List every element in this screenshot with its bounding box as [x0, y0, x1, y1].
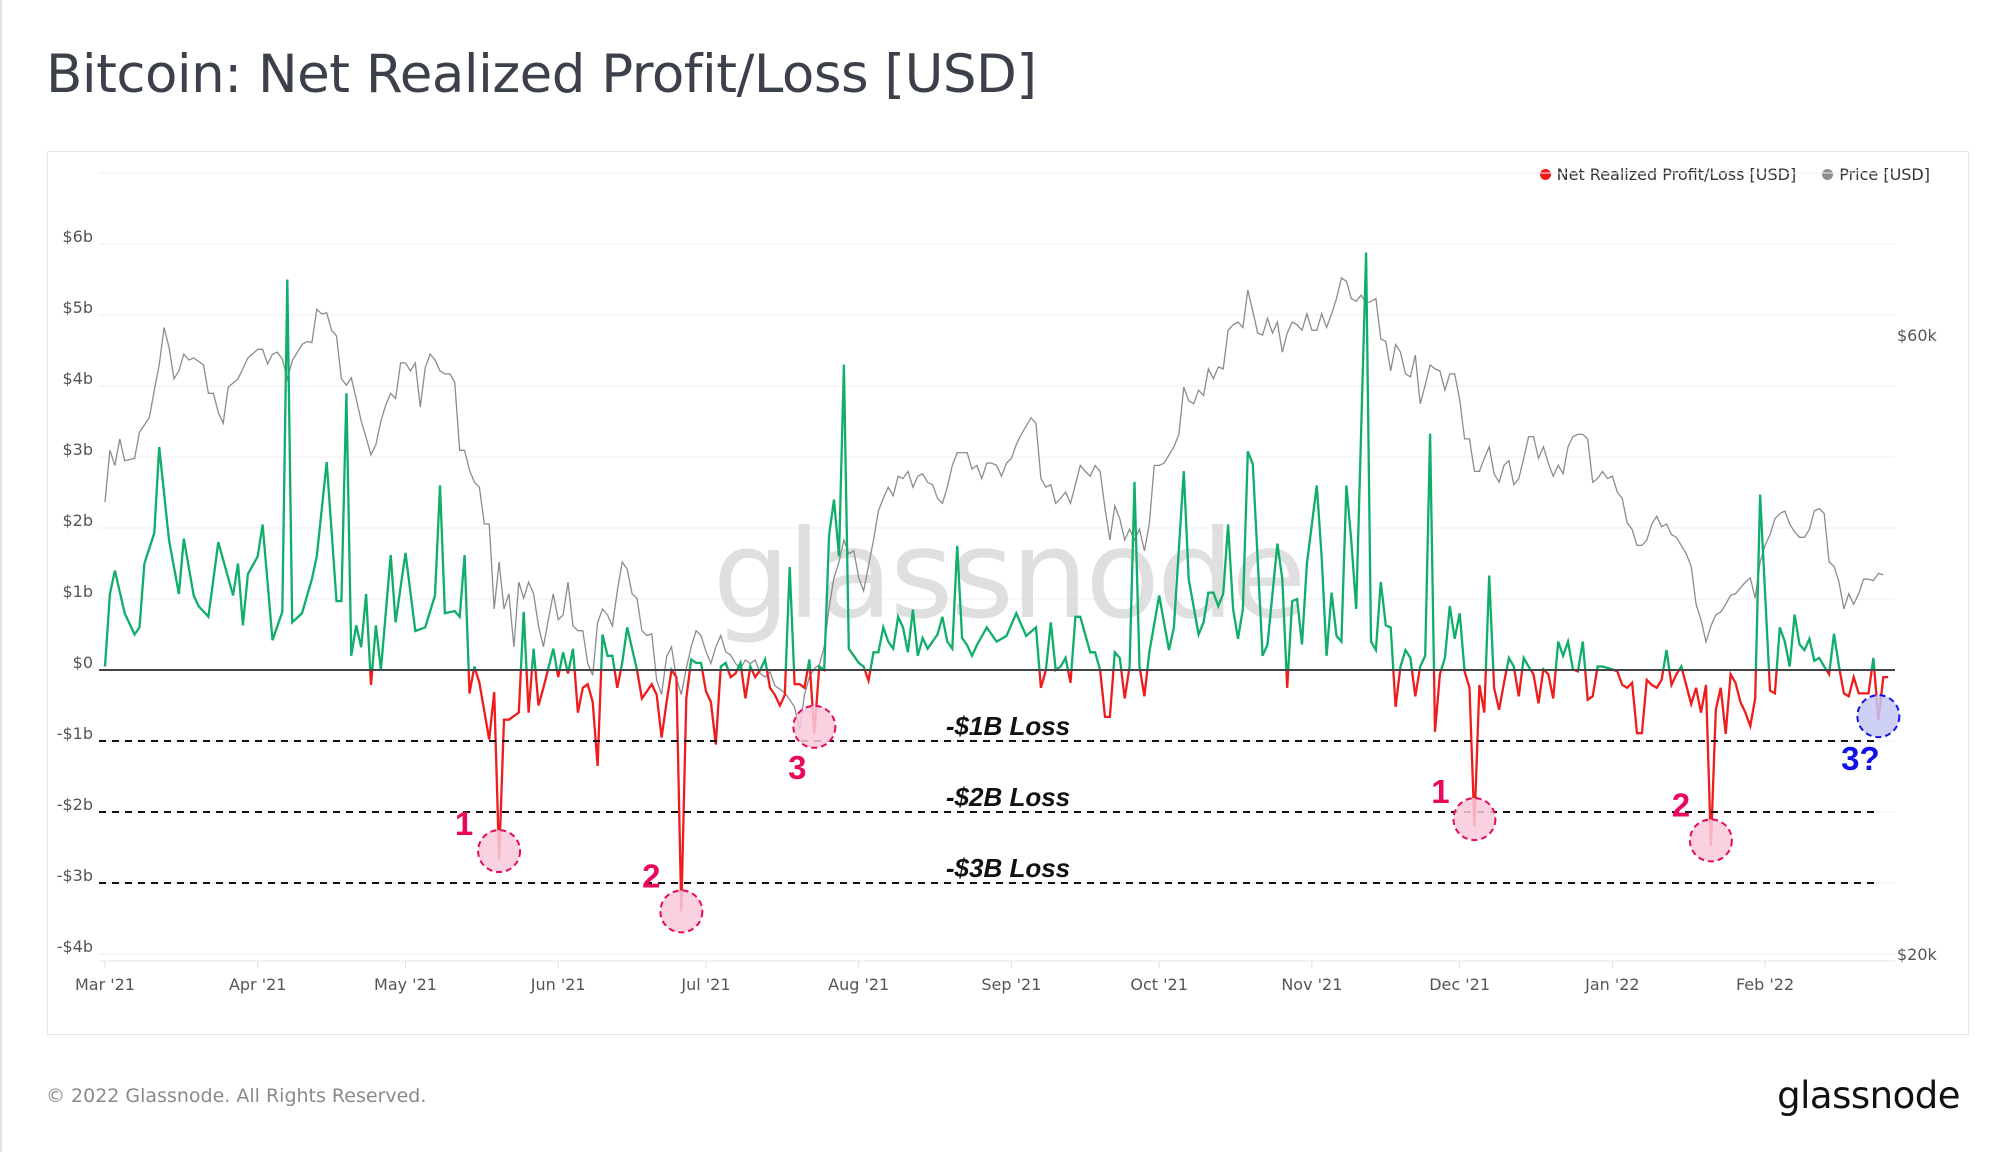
annotation-circle [1452, 797, 1497, 842]
annotation-circle [1688, 818, 1733, 863]
reference-lines: -$1B Loss -$2B Loss -$3B Loss [99, 711, 1880, 884]
x-tick-label: Apr '21 [229, 975, 287, 994]
annotation-circle [477, 829, 522, 874]
x-tick-label: Sep '21 [981, 975, 1041, 994]
x-tick-label: Dec '21 [1429, 975, 1490, 994]
annotation-circle [792, 704, 837, 749]
x-tick-label: Jun '21 [530, 975, 586, 994]
x-tick-label: Jul '21 [680, 975, 730, 994]
reference-line-label: -$2B Loss [946, 782, 1070, 812]
y-tick-label: -$4b [57, 937, 93, 956]
y-tick-label: $1b [62, 582, 93, 601]
y-tick-label: $0 [73, 653, 93, 672]
x-tick-label: Mar '21 [75, 975, 135, 994]
annotation-label: 1 [455, 805, 473, 842]
x-axis: Mar '21 Apr '21 May '21 Jun '21 Jul '21 Aug '… [75, 961, 1794, 994]
watermark: glassnode [713, 504, 1304, 646]
annotation-circle [659, 889, 704, 934]
y-tick-label: $5b [62, 298, 93, 317]
legend-item-nrpl[interactable]: Net Realized Profit/Loss [USD] [1539, 165, 1797, 184]
x-tick-label: Feb '22 [1736, 975, 1794, 994]
annotations: 1 2 3 1 2 3? [455, 694, 1901, 934]
y-tick-label: -$2b [57, 795, 93, 814]
x-tick-label: Jan '22 [1584, 975, 1640, 994]
reference-line-label: -$3B Loss [946, 853, 1070, 883]
y-right-tick-label: $20k [1897, 945, 1938, 964]
y-tick-label: -$3b [57, 866, 93, 885]
annotation-label: 3? [1841, 740, 1880, 777]
x-tick-label: Nov '21 [1281, 975, 1342, 994]
annotation-label: 3 [788, 749, 806, 786]
legend-dot-icon [1822, 169, 1834, 180]
x-tick-label: May '21 [374, 975, 437, 994]
glassnode-logo[interactable]: glassnode [1777, 1074, 1960, 1117]
y-tick-label: -$1b [57, 724, 93, 743]
annotation-label: 2 [642, 857, 660, 894]
legend-item-price[interactable]: Price [USD] [1822, 165, 1930, 184]
reference-line-label: -$1B Loss [946, 711, 1070, 741]
annotation-label: 2 [1672, 786, 1690, 823]
price-series-line [104, 276, 1884, 730]
y-tick-label: $2b [62, 511, 93, 530]
chart-frame [47, 151, 1969, 1035]
legend-label: Price [USD] [1839, 165, 1930, 184]
annotation-label: 1 [1431, 773, 1449, 810]
annotation-circle [1856, 694, 1901, 739]
x-tick-label: Oct '21 [1130, 975, 1188, 994]
legend-label: Net Realized Profit/Loss [USD] [1556, 165, 1797, 184]
copyright-text: © 2022 Glassnode. All Rights Reserved. [46, 1085, 427, 1107]
x-tick-label: Aug '21 [828, 975, 889, 994]
y-tick-label: $6b [62, 227, 93, 246]
chart-legend: Net Realized Profit/Loss [USD] Price [US… [1539, 165, 1930, 184]
chart-title: Bitcoin: Net Realized Profit/Loss [USD] [46, 44, 1037, 105]
nrpl-profit-line [103, 252, 1876, 670]
y-right-tick-label: $60k [1897, 326, 1938, 345]
nrpl-loss-line [369, 670, 1889, 912]
y-tick-label: $4b [62, 369, 93, 388]
y-axis-right: $60k $20k [1897, 326, 1938, 964]
y-axis-left: $6b $5b $4b $3b $2b $1b $0 -$1b -$2b -$3b -$4b [57, 227, 93, 956]
y-tick-label: $3b [62, 440, 93, 459]
legend-dot-icon [1539, 169, 1551, 180]
